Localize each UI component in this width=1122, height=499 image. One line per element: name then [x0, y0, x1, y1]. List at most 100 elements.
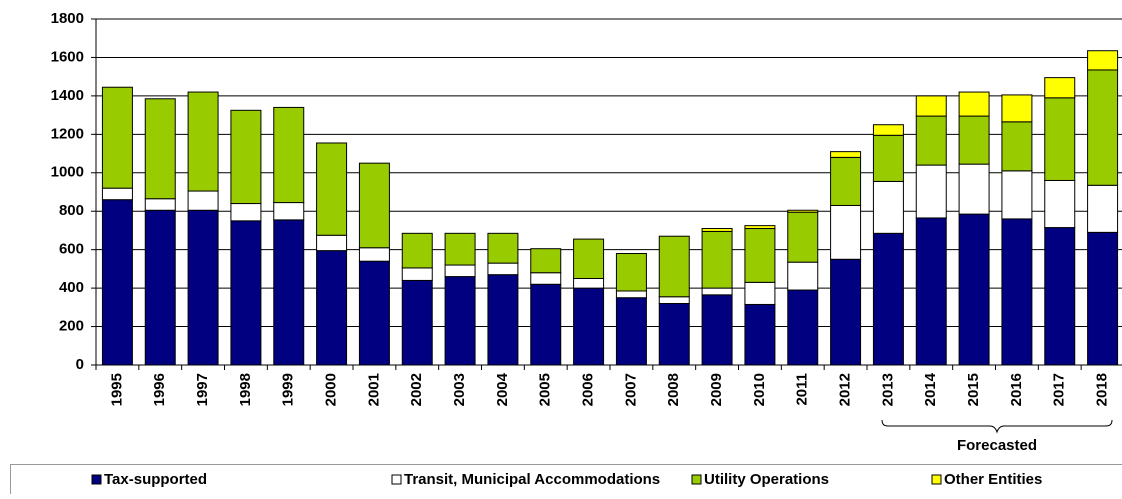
- x-tick-label: 2006: [580, 373, 597, 406]
- bar-segment: [788, 290, 818, 365]
- bar-segment: [574, 239, 604, 278]
- y-tick-label: 400: [59, 279, 84, 296]
- bar-segment: [659, 303, 689, 365]
- x-tick-label: 2008: [665, 373, 682, 406]
- bar-segment: [231, 221, 261, 365]
- bar-segment: [359, 261, 389, 365]
- bar-segment: [188, 92, 218, 191]
- bar-segment: [488, 275, 518, 365]
- y-tick-label: 1800: [51, 10, 84, 27]
- legend-swatch: [932, 475, 941, 484]
- legend-swatch: [392, 475, 401, 484]
- bar-segment: [1002, 95, 1032, 122]
- bar-segment: [745, 282, 775, 304]
- legend-label: Utility Operations: [704, 471, 829, 488]
- x-tick-label: 1998: [237, 373, 254, 406]
- forecast-brace: [882, 420, 1112, 432]
- bar-segment: [873, 135, 903, 181]
- bar-segment: [274, 107, 304, 202]
- bar-segment: [916, 218, 946, 365]
- bar-segment: [359, 248, 389, 261]
- bar-segment: [959, 214, 989, 365]
- bar-segment: [916, 96, 946, 116]
- y-tick-label: 600: [59, 241, 84, 258]
- bar-segment: [317, 235, 347, 250]
- bar-segment: [188, 210, 218, 365]
- bar-segment: [531, 284, 561, 365]
- x-tick-label: 2013: [879, 373, 896, 406]
- bar-segment: [659, 236, 689, 297]
- bar-segment: [402, 280, 432, 365]
- x-tick-label: 1999: [280, 373, 297, 406]
- legend-swatch: [92, 475, 101, 484]
- bar-segment: [145, 210, 175, 365]
- bar-segment: [788, 210, 818, 212]
- y-tick-label: 1600: [51, 48, 84, 65]
- bar-segment: [702, 229, 732, 232]
- bar-segment: [231, 110, 261, 203]
- x-tick-label: 2003: [451, 373, 468, 406]
- bar-segment: [616, 291, 646, 298]
- bar-segment: [1088, 51, 1118, 70]
- x-tick-label: 2012: [837, 373, 854, 406]
- bar-segment: [531, 273, 561, 285]
- x-tick-label: 2005: [537, 373, 554, 406]
- y-tick-label: 800: [59, 202, 84, 219]
- bar-segment: [873, 233, 903, 365]
- legend-swatch: [692, 475, 701, 484]
- bar-segment: [831, 259, 861, 365]
- bar-segment: [1088, 185, 1118, 232]
- x-tick-label: 2001: [365, 373, 382, 406]
- bar-segment: [445, 265, 475, 277]
- bar-segment: [274, 220, 304, 365]
- bar-segment: [402, 268, 432, 280]
- bar-segment: [145, 199, 175, 211]
- legend-label: Tax-supported: [104, 471, 207, 488]
- bar-segment: [574, 279, 604, 289]
- bar-segment: [1002, 122, 1032, 171]
- bar-segment: [916, 165, 946, 218]
- bar-segment: [402, 233, 432, 268]
- bar-segment: [1002, 171, 1032, 219]
- y-tick-label: 1000: [51, 164, 84, 181]
- bar-segment: [873, 125, 903, 136]
- bar-segment: [317, 143, 347, 235]
- bar-segment: [959, 116, 989, 164]
- x-tick-label: 2018: [1094, 373, 1111, 406]
- bar-segment: [616, 254, 646, 291]
- bar-segment: [745, 304, 775, 365]
- bar-segment: [1045, 180, 1075, 227]
- bar-segment: [616, 298, 646, 365]
- x-tick-label: 2016: [1008, 373, 1025, 406]
- annotation: Forecasted: [957, 437, 1037, 454]
- bar-segment: [574, 288, 604, 365]
- bar-segment: [531, 249, 561, 273]
- x-tick-label: 2004: [494, 372, 511, 406]
- bar-segment: [274, 203, 304, 220]
- bar-segment: [831, 205, 861, 259]
- bar-segment: [1045, 228, 1075, 365]
- bar-segment: [1088, 232, 1118, 365]
- y-tick-label: 1200: [51, 125, 84, 142]
- x-tick-label: 1997: [194, 373, 211, 406]
- bar-segment: [702, 288, 732, 295]
- bar-segment: [1088, 70, 1118, 185]
- bar-segment: [445, 233, 475, 265]
- bar-segment: [702, 295, 732, 365]
- bar-segment: [831, 157, 861, 205]
- bar-segment: [359, 163, 389, 248]
- x-tick-label: 1995: [108, 373, 125, 406]
- bar-segment: [145, 99, 175, 199]
- bar-segment: [959, 164, 989, 214]
- x-tick-label: 2014: [922, 372, 939, 406]
- x-tick-label: 2010: [751, 373, 768, 406]
- bar-segment: [1045, 78, 1075, 98]
- legend-label: Transit, Municipal Accommodations: [404, 471, 660, 488]
- bar-segment: [1045, 98, 1075, 181]
- bar-segment: [745, 226, 775, 229]
- x-tick-label: 2009: [708, 373, 725, 406]
- y-tick-label: 200: [59, 318, 84, 335]
- bar-segment: [188, 191, 218, 210]
- legend-label: Other Entities: [944, 471, 1042, 488]
